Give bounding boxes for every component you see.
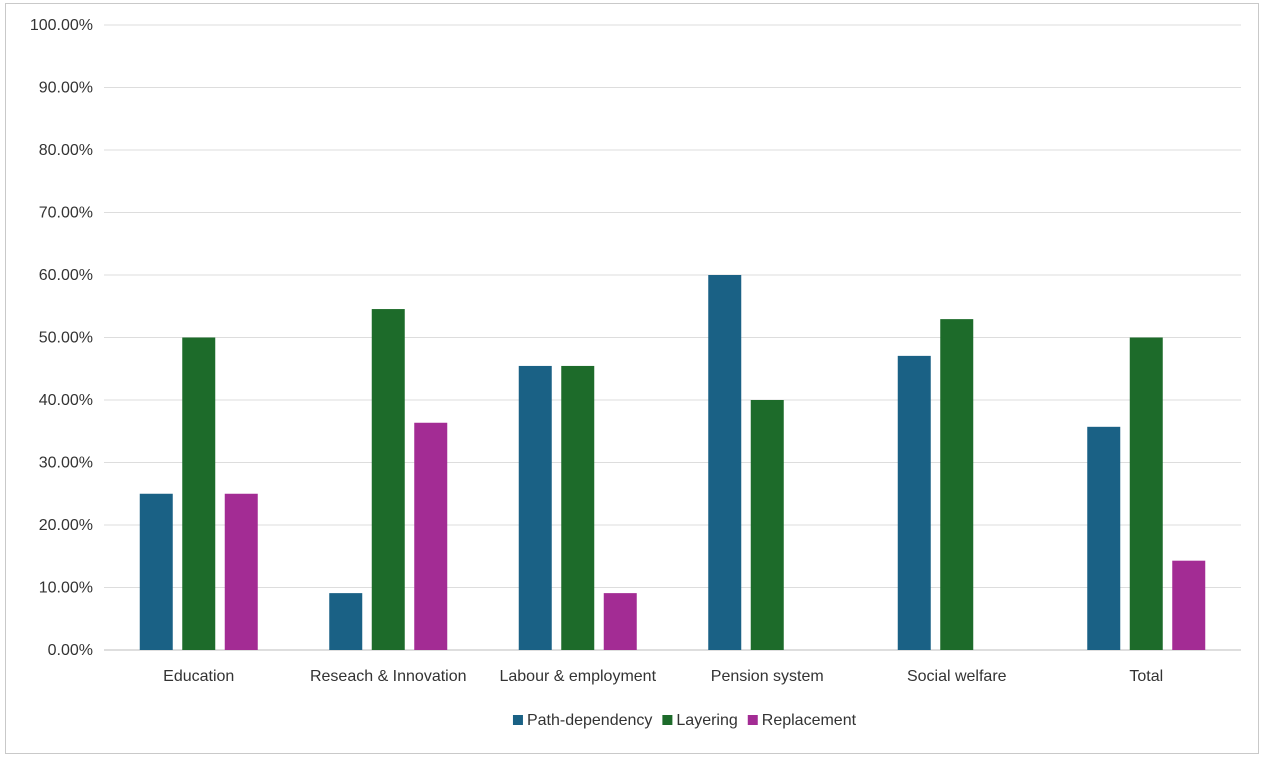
bar-replacement-2 — [603, 593, 637, 650]
y-tick-label-3: 30.00% — [39, 455, 93, 472]
x-axis-category-labels: Education Reseach & Innovation Labour & em… — [163, 668, 1163, 685]
bar-replacement-5 — [1172, 560, 1206, 650]
bar-layering-3 — [750, 400, 784, 650]
y-tick-label-7: 70.00% — [39, 205, 93, 222]
y-axis-tick-labels: 0.00% 10.00% 20.00% 30.00% 40.00% 50.00% 60.00… — [30, 17, 93, 659]
y-tick-label-5: 50.00% — [39, 330, 93, 347]
bar-path-dependency-3 — [708, 275, 742, 650]
y-tick-label-0: 0.00% — [48, 642, 93, 659]
bar-path-dependency-2 — [518, 365, 552, 650]
bars — [139, 275, 1206, 650]
y-tick-label-9: 90.00% — [39, 80, 93, 97]
y-tick-label-4: 40.00% — [39, 392, 93, 409]
bar-layering-2 — [561, 365, 595, 650]
bar-path-dependency-1 — [329, 593, 363, 650]
legend-swatch-0 — [512, 715, 523, 725]
y-tick-label-10: 100.00% — [30, 17, 93, 34]
legend-label-2: Replacement — [762, 712, 857, 729]
legend-item-replacement: Replacement — [747, 712, 857, 729]
bar-replacement-1 — [414, 422, 448, 650]
legend: Path-dependency Layering Replacement — [512, 712, 857, 729]
bar-layering-5 — [1129, 337, 1163, 650]
y-tick-label-6: 60.00% — [39, 267, 93, 284]
bar-layering-0 — [182, 337, 216, 650]
legend-label-0: Path-dependency — [527, 712, 652, 729]
y-tick-label-1: 10.00% — [39, 580, 93, 597]
category-label-1: Reseach & Innovation — [310, 668, 467, 685]
category-label-5: Total — [1129, 668, 1163, 685]
bar-layering-1 — [371, 309, 405, 650]
legend-swatch-2 — [747, 715, 758, 725]
legend-label-1: Layering — [676, 712, 737, 729]
legend-item-layering: Layering — [662, 712, 738, 729]
legend-item-path-dependency: Path-dependency — [512, 712, 652, 729]
category-label-2: Labour & employment — [499, 668, 656, 685]
category-label-4: Social welfare — [907, 668, 1007, 685]
legend-swatch-1 — [662, 715, 673, 725]
category-label-0: Education — [163, 668, 234, 685]
bar-path-dependency-0 — [139, 493, 173, 650]
y-tick-label-2: 20.00% — [39, 517, 93, 534]
gridlines — [104, 24, 1241, 651]
y-tick-label-8: 80.00% — [39, 142, 93, 159]
bar-layering-4 — [940, 319, 974, 650]
category-label-3: Pension system — [711, 668, 824, 685]
bar-path-dependency-5 — [1087, 426, 1121, 650]
bar-path-dependency-4 — [897, 355, 931, 650]
bar-replacement-0 — [224, 493, 258, 650]
